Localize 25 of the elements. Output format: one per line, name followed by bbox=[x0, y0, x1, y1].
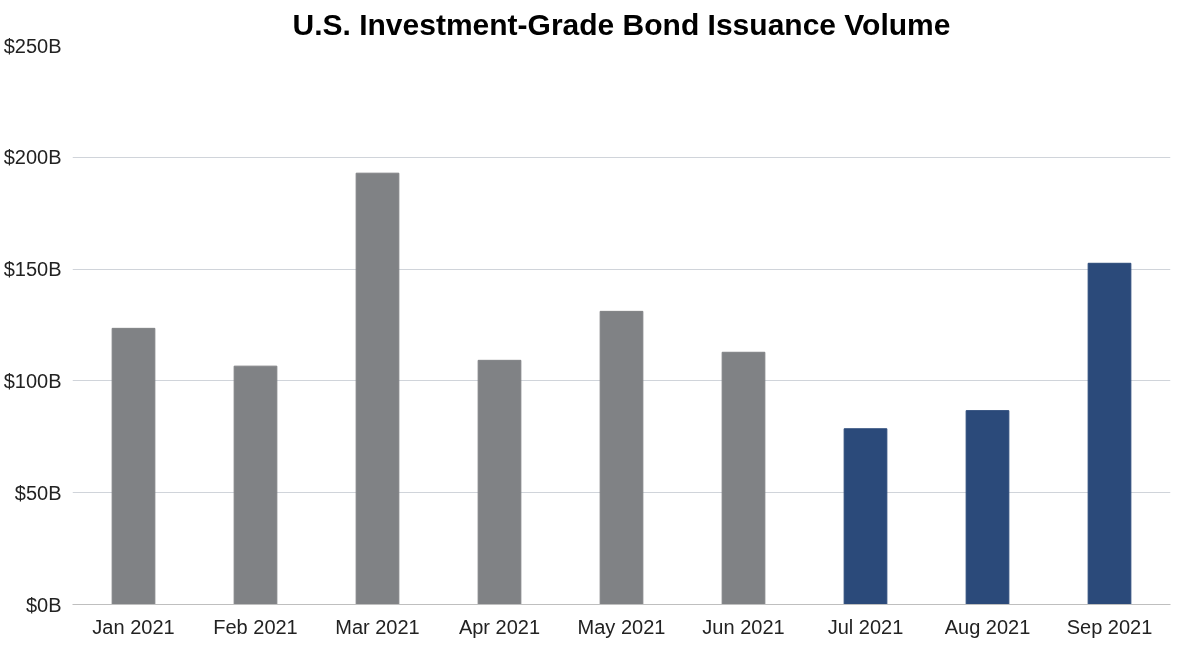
x-tick-label: Feb 2021 bbox=[213, 615, 298, 638]
y-tick-label: $250B bbox=[3, 34, 62, 57]
x-tick-label: Jun 2021 bbox=[702, 615, 785, 638]
bar bbox=[233, 365, 278, 605]
bar bbox=[477, 359, 522, 605]
bar bbox=[721, 351, 766, 605]
y-tick-label: $0B bbox=[25, 593, 62, 616]
y-tick-label: $200B bbox=[3, 146, 62, 169]
bar bbox=[111, 327, 156, 605]
y-tick-label: $50B bbox=[14, 481, 62, 504]
bar bbox=[843, 428, 888, 605]
y-tick-label: $100B bbox=[3, 369, 62, 392]
x-tick-label: May 2021 bbox=[577, 615, 666, 638]
x-tick-label: Jan 2021 bbox=[92, 615, 175, 638]
y-tick-label: $150B bbox=[3, 258, 62, 281]
x-tick-label: Jul 2021 bbox=[827, 615, 904, 638]
x-tick-label: Mar 2021 bbox=[335, 615, 420, 638]
bar bbox=[355, 172, 400, 605]
x-tick-label: Apr 2021 bbox=[458, 615, 541, 638]
bar bbox=[599, 310, 644, 605]
x-tick-label: Sep 2021 bbox=[1066, 615, 1153, 638]
x-tick-label: Aug 2021 bbox=[944, 615, 1031, 638]
bar bbox=[965, 410, 1010, 605]
bar bbox=[1087, 262, 1132, 605]
chart-title: U.S. Investment-Grade Bond Issuance Volume bbox=[292, 7, 951, 41]
